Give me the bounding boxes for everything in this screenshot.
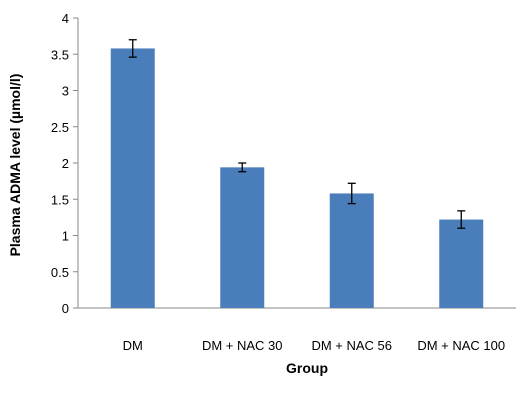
x-tick-label: DM + NAC 100 — [417, 338, 505, 353]
x-tick-label: DM + NAC 56 — [311, 338, 392, 353]
y-axis-label: Plasma ADMA level (µmol/l) — [7, 74, 23, 257]
x-axis-label: Group — [286, 360, 328, 376]
x-tick-label: DM — [123, 338, 143, 353]
y-tick-label: 3 — [62, 84, 69, 99]
y-tick-label: 2.5 — [51, 120, 69, 135]
bar — [439, 219, 484, 308]
y-tick-label: 3.5 — [51, 47, 69, 62]
bar — [110, 48, 155, 308]
y-tick-label: 1 — [62, 229, 69, 244]
y-tick-label: 2 — [62, 156, 69, 171]
y-tick-label: 0 — [62, 301, 69, 316]
y-tick-label: 0.5 — [51, 265, 69, 280]
y-tick-label: 1.5 — [51, 192, 69, 207]
bar — [220, 167, 265, 308]
x-tick-label: DM + NAC 30 — [202, 338, 283, 353]
plot-area: 0 0.5 1 1.5 2 2.5 3 3.5 4 DM DM + NAC 30 DM + NAC 5… — [51, 11, 516, 353]
bar — [329, 193, 374, 308]
y-tick-label: 4 — [62, 11, 69, 26]
